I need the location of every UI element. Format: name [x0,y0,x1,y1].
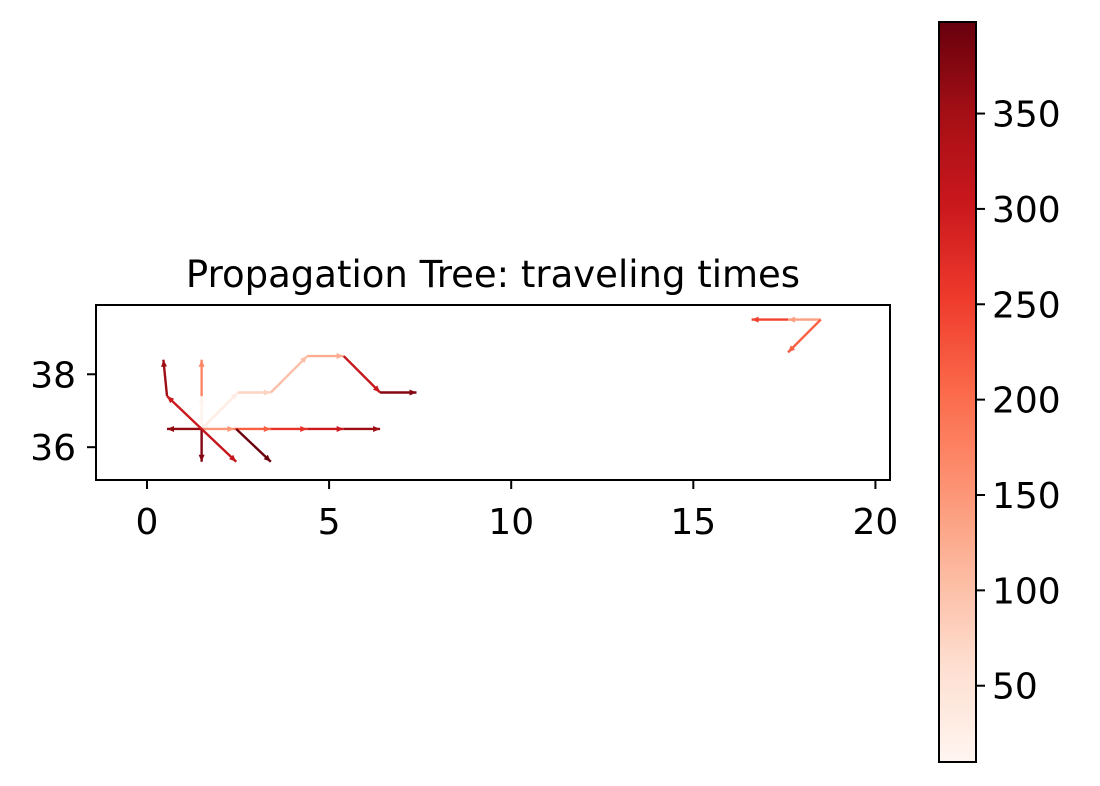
colorbar-tick-label: 300 [992,190,1061,231]
edge-arrowhead-0 [198,396,205,404]
edge-6 [342,355,381,394]
edge-4 [269,355,309,394]
edge-arrowhead-21 [788,345,796,353]
edge-arrowhead-14 [167,396,175,404]
colorbar-tick-label: 350 [992,95,1061,136]
edge-arrowhead-16 [198,454,205,462]
edge-arrowhead-20 [751,316,759,323]
edge-18 [235,428,272,463]
colorbar-tick-label: 250 [992,285,1061,326]
x-tick-label: 5 [318,502,341,543]
x-axis: 0 5 10 15 20 [136,480,899,543]
x-tick-label: 20 [853,502,899,543]
x-tick-label: 10 [488,502,534,543]
edge-21 [787,318,822,354]
edge-arrowhead-4 [300,356,308,364]
x-tick-label: 15 [670,502,716,543]
edge-17 [200,428,238,463]
y-axis: 36 38 [30,355,96,469]
plot-area-frame [95,304,891,481]
chart-title: Propagation Tree: traveling times [186,253,800,296]
edge-arrowhead-19 [788,316,796,323]
edge-arrowhead-15 [161,359,168,367]
edge-arrowhead-11 [336,425,344,432]
edge-arrowhead-3 [263,389,271,396]
edge-arrowhead-5 [336,353,344,360]
colorbar [938,21,977,763]
edge-arrowhead-10 [300,425,308,432]
edges-layer [161,316,822,463]
colorbar-tick-label: 200 [992,381,1061,422]
edge-arrowhead-12 [373,425,381,432]
edge-arrowhead-2 [230,392,239,400]
edge-arrowhead-8 [227,425,235,432]
y-tick-label: 36 [30,428,76,469]
edge-arrowhead-9 [263,425,271,432]
edge-arrowhead-7 [409,389,417,396]
edge-arrowhead-18 [263,454,271,462]
colorbar-axis: 50 100 150 200 250 300 350 [976,95,1061,708]
edge-arrowhead-6 [373,385,381,393]
colorbar-tick-label: 50 [992,667,1038,708]
colorbar-tick-label: 100 [992,571,1061,612]
edge-2 [200,391,239,430]
edge-arrowhead-13 [167,425,175,432]
colorbar-tick-label: 150 [992,476,1061,517]
edge-arrowhead-17 [229,454,237,462]
y-tick-label: 38 [30,355,76,396]
edge-arrowhead-1 [198,359,205,367]
x-tick-label: 0 [136,502,159,543]
edge-14 [166,395,203,430]
